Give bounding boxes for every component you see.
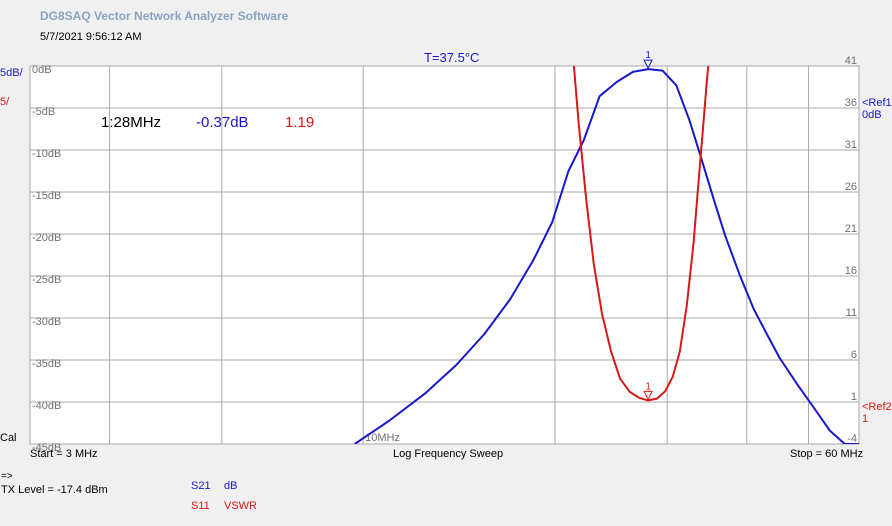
command-prompt: => bbox=[1, 471, 13, 482]
right-tick-label: 31 bbox=[845, 139, 857, 151]
ref2-label: <Ref2 bbox=[862, 401, 892, 413]
stop-frequency[interactable]: Stop = 60 MHz bbox=[790, 448, 864, 460]
ref1-value: 0dB bbox=[862, 109, 882, 121]
marker-label-s21: 1 bbox=[645, 50, 651, 61]
right-axis-ticks: 41 36 31 26 21 16 11 6 1 -4 bbox=[845, 55, 857, 445]
grid-lines bbox=[30, 65, 859, 445]
right-tick-label: -4 bbox=[847, 433, 857, 445]
right-tick-label: 41 bbox=[845, 55, 857, 67]
ref2-indicator[interactable]: <Ref2 1 bbox=[862, 401, 892, 425]
cal-label[interactable]: Cal bbox=[0, 432, 17, 444]
marker-triangle-s11[interactable] bbox=[643, 390, 653, 401]
left-tick-label: -5dB bbox=[32, 106, 55, 118]
left-tick-label: -10dB bbox=[32, 148, 61, 160]
marker-triangle-s21[interactable] bbox=[643, 59, 653, 70]
tx-level: TX Level = -17.4 dBm bbox=[1, 484, 108, 496]
marker-label-s11: 1 bbox=[645, 381, 651, 392]
left-tick-label: -45dB bbox=[32, 442, 61, 454]
start-frequency[interactable]: Start = 3 MHz bbox=[30, 448, 98, 460]
temperature-readout: T=37.5°C bbox=[424, 50, 480, 65]
marker-s21-value: -0.37dB bbox=[196, 114, 249, 131]
trace-s11 bbox=[572, 66, 710, 402]
marker-name: 1:28MHz bbox=[101, 114, 162, 131]
x-tick-label: 10MHz bbox=[365, 432, 400, 444]
right-tick-label: 36 bbox=[845, 97, 857, 109]
left-tick-label: -25dB bbox=[32, 274, 61, 286]
left-tick-label: -35dB bbox=[32, 358, 61, 370]
left-tick-label: 0dB bbox=[32, 64, 52, 76]
left-tick-label: -30dB bbox=[32, 316, 61, 328]
timestamp: 5/7/2021 9:56:12 AM bbox=[40, 31, 142, 43]
right-tick-label: 26 bbox=[845, 181, 857, 193]
ref1-label: <Ref1 bbox=[862, 97, 892, 109]
right-tick-label: 11 bbox=[846, 307, 857, 319]
ref1-indicator[interactable]: <Ref1 0dB bbox=[862, 97, 892, 121]
legend-s21-name[interactable]: S21 bbox=[191, 480, 211, 492]
s11-scale-label: 5/ bbox=[0, 96, 10, 108]
left-axis-ticks: 0dB -5dB -10dB -15dB -20dB -25dB -30dB -35dB -40… bbox=[32, 64, 61, 454]
right-tick-label: 6 bbox=[851, 349, 857, 361]
ref2-value: 1 bbox=[862, 413, 869, 425]
sweep-mode[interactable]: Log Frequency Sweep bbox=[393, 448, 504, 460]
x-axis-ticks: 10MHz bbox=[365, 432, 400, 444]
plot-area bbox=[29, 65, 860, 445]
trace-s21 bbox=[354, 68, 859, 444]
left-tick-label: -40dB bbox=[32, 400, 61, 412]
legend-s11-format[interactable]: VSWR bbox=[224, 500, 257, 512]
traces bbox=[354, 66, 859, 444]
right-tick-label: 16 bbox=[845, 265, 857, 277]
right-tick-label: 21 bbox=[845, 223, 857, 235]
legend-s21-format[interactable]: dB bbox=[224, 480, 238, 492]
left-tick-label: -20dB bbox=[32, 232, 61, 244]
marker-s11-value: 1.19 bbox=[285, 114, 315, 131]
s21-scale-label: 5dB/ bbox=[0, 67, 23, 79]
legend-s11-name[interactable]: S11 bbox=[191, 500, 210, 512]
left-tick-label: -15dB bbox=[32, 190, 61, 202]
markers: 11 bbox=[643, 50, 653, 401]
app-title: DG8SAQ Vector Network Analyzer Software bbox=[40, 9, 289, 23]
right-tick-label: 1 bbox=[851, 391, 857, 403]
